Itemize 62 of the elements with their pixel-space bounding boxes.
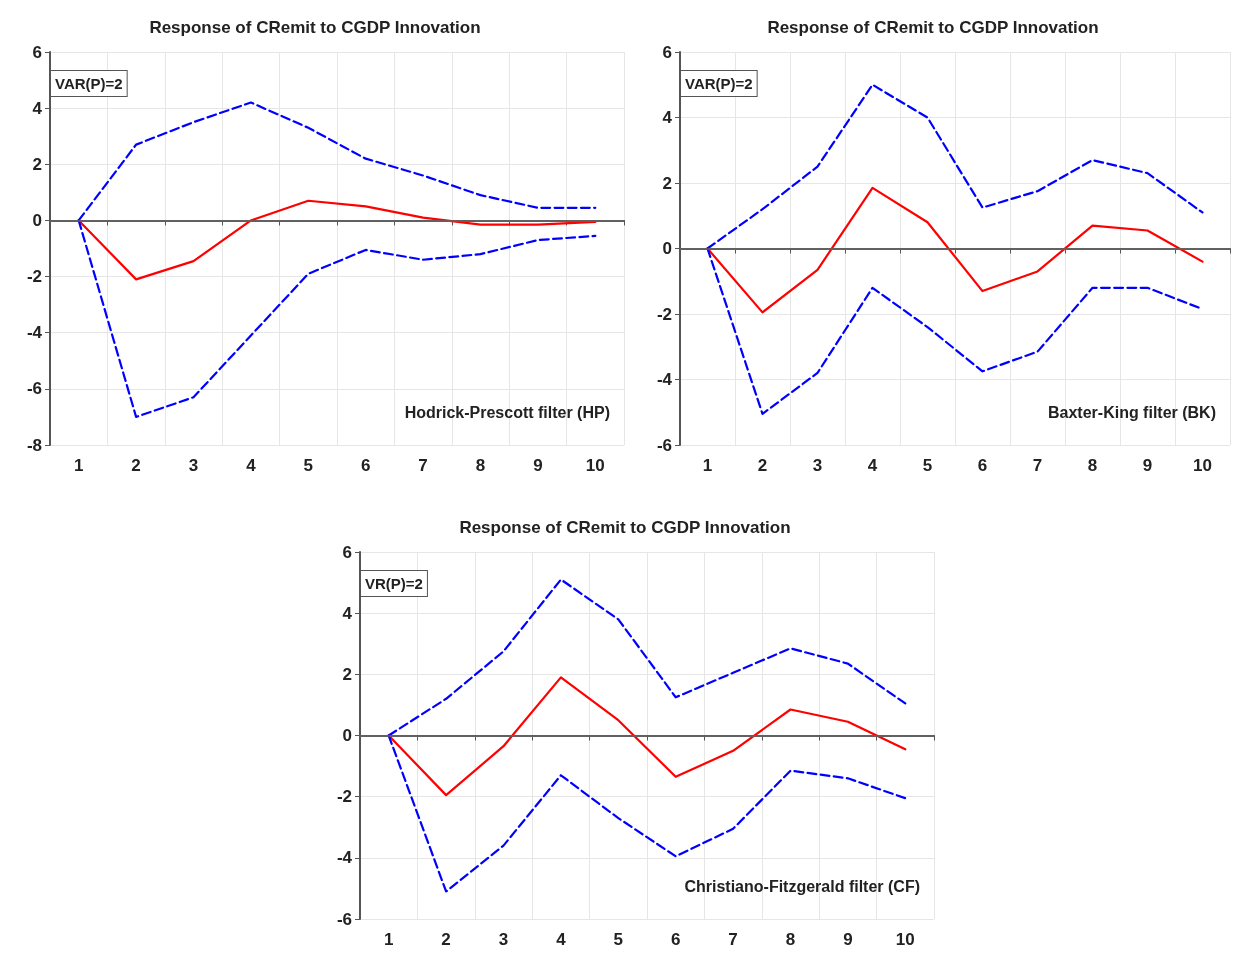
x-tick-label: 10 [895, 930, 915, 949]
x-tick-label: 9 [843, 930, 853, 949]
x-tick-label: 9 [1142, 456, 1153, 475]
x-tick-label: 9 [533, 456, 543, 475]
annotation: Baxter-King filter (BK) [1047, 403, 1217, 421]
x-tick-label: 10 [1193, 456, 1212, 475]
y-tick-label: 2 [32, 154, 42, 174]
y-tick-label: 6 [32, 42, 42, 62]
annotation: Christiano-Fitzgerald filter (CF) [684, 877, 921, 895]
x-tick-label: 8 [785, 930, 796, 949]
y-tick-label: -6 [26, 379, 42, 399]
chart-title: Response of CRemit to CGDP Innovation [767, 18, 1099, 37]
x-tick-label: 8 [1087, 456, 1098, 475]
x-tick-label: 1 [702, 456, 713, 475]
x-tick-label: 2 [131, 456, 141, 475]
x-tick-label: 7 [728, 930, 738, 949]
y-tick-label: 6 [342, 542, 352, 562]
x-tick-label: 1 [73, 456, 84, 475]
chart-title: Response of CRemit to CGDP Innovation [149, 18, 481, 37]
y-tick-label: -4 [336, 848, 353, 868]
x-tick-label: 5 [922, 456, 933, 475]
x-tick-label: 3 [498, 930, 509, 949]
x-tick-label: 4 [556, 930, 567, 949]
y-tick-label: -2 [336, 787, 352, 807]
x-tick-label: 7 [418, 456, 428, 475]
x-tick-label: 2 [441, 930, 451, 949]
y-tick-label: 4 [662, 108, 673, 127]
y-tick-label: -4 [656, 370, 673, 389]
y-tick-label: 2 [662, 173, 672, 193]
y-tick-label: 6 [662, 42, 672, 62]
y-tick-label: 2 [342, 664, 352, 684]
annotation: VAR(P)=2 [685, 75, 753, 92]
x-tick-label: 5 [303, 456, 314, 475]
x-tick-label: 6 [360, 456, 371, 475]
x-tick-label: 3 [812, 456, 823, 475]
y-tick-label: 4 [342, 603, 353, 623]
y-tick-label: -2 [656, 304, 672, 324]
line-series [77, 199, 597, 281]
x-tick-label: 5 [613, 930, 624, 949]
annotation: VR(P)=2 [365, 575, 423, 592]
y-tick-label: 0 [342, 726, 352, 745]
x-tick-label: 1 [383, 930, 394, 949]
x-tick-label: 4 [867, 456, 878, 475]
x-tick-label: 4 [246, 456, 257, 475]
annotation: Hodrick-Prescott filter (HP) [404, 403, 611, 421]
x-tick-label: 7 [1032, 456, 1043, 475]
chart-title: Response of CRemit to CGDP Innovation [459, 518, 791, 537]
annotation: VAR(P)=2 [55, 75, 123, 92]
y-tick-label: -2 [26, 267, 42, 287]
x-tick-label: 2 [757, 456, 768, 475]
x-tick-label: 6 [977, 456, 988, 475]
y-tick-label: -8 [26, 435, 42, 455]
y-tick-label: 0 [32, 210, 42, 230]
y-tick-label: -6 [336, 909, 352, 929]
x-tick-label: 3 [188, 456, 199, 475]
x-tick-label: 8 [475, 456, 486, 475]
y-tick-label: 0 [662, 239, 672, 258]
y-tick-label: 4 [32, 98, 43, 118]
y-tick-label: -4 [26, 323, 43, 343]
y-tick-label: -6 [656, 435, 672, 455]
x-tick-label: 10 [585, 456, 605, 475]
line-series [706, 186, 1204, 314]
